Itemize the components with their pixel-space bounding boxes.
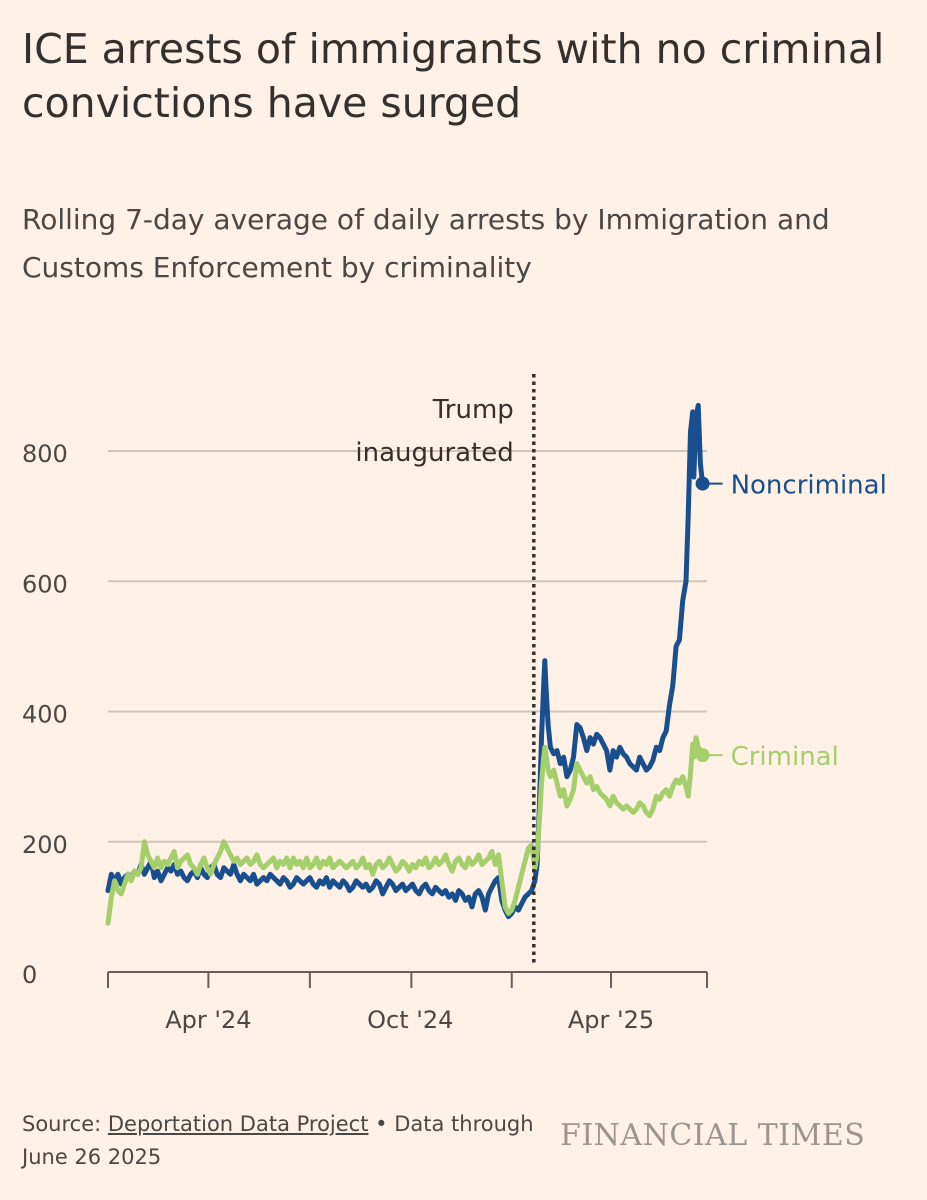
chart-title: ICE arrests of immigrants with no crimin… — [22, 25, 885, 127]
series-label-criminal: Criminal — [731, 742, 839, 772]
chart-subtitle: Rolling 7-day average of daily arrests b… — [22, 203, 830, 284]
y-tick-label-400: 400 — [22, 701, 68, 729]
source-label: Source: — [22, 1112, 102, 1136]
inauguration-annotation: Trump inaugurated — [355, 374, 536, 966]
x-tick-label-2: Apr '25 — [568, 1006, 654, 1034]
gridlines — [108, 450, 707, 843]
source-link[interactable]: Deportation Data Project — [107, 1112, 369, 1136]
series-line-criminal — [105, 735, 706, 926]
y-tick-label-600: 600 — [22, 570, 68, 598]
y-axis-labels: 0 200 400 600 800 — [22, 440, 68, 989]
series-line-noncriminal — [105, 402, 706, 920]
y-tick-label-800: 800 — [22, 440, 68, 468]
end-marker-criminal — [695, 748, 710, 763]
source-separator: • — [375, 1112, 388, 1136]
data-date-note: Data through June 26 2025 — [22, 1112, 534, 1169]
end-marker-noncriminal — [695, 476, 710, 491]
x-tick-label-0: Apr '24 — [165, 1006, 251, 1034]
x-axis: Apr '24 Oct '24 Apr '25 — [107, 971, 708, 1034]
series-labels: Noncriminal Criminal — [695, 471, 887, 772]
y-tick-label-200: 200 — [22, 831, 68, 859]
x-tick-label-1: Oct '24 — [367, 1006, 453, 1034]
series-lines — [105, 402, 706, 926]
annotation-text-0: Trump — [432, 395, 514, 425]
series-label-noncriminal: Noncriminal — [731, 471, 887, 501]
source-note: Source: Deportation Data Project • Data … — [22, 1108, 542, 1174]
annotation-text-1: inaugurated — [355, 438, 513, 468]
line-chart: 0 200 400 600 800 Apr '24 Oct '24 Apr '25 Trum… — [22, 374, 887, 1034]
financial-times-logo: FINANCIAL TIMES — [560, 1118, 866, 1153]
y-tick-label-0: 0 — [22, 961, 37, 989]
